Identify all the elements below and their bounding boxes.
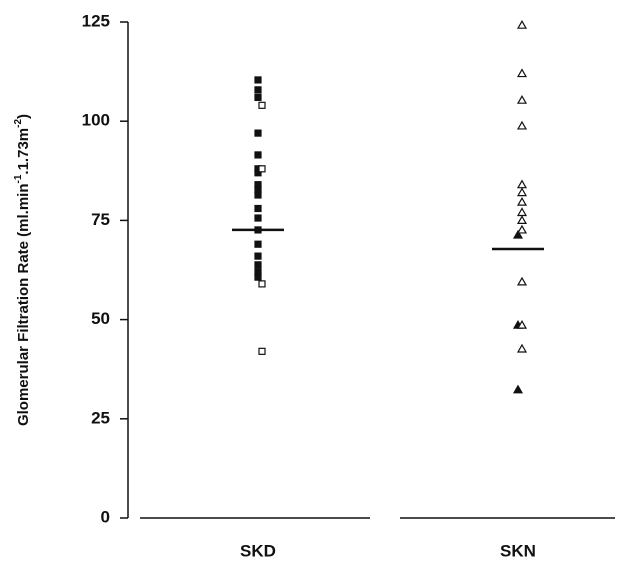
data-point [512, 229, 524, 239]
data-point [516, 19, 528, 29]
data-point [254, 169, 262, 177]
data-point [254, 76, 262, 84]
data-point [516, 196, 528, 206]
y-tick-label: 125 [82, 11, 110, 30]
data-point [516, 179, 528, 189]
data-point [512, 384, 524, 394]
data-point [254, 214, 262, 222]
data-point [258, 101, 266, 109]
data-point [254, 129, 262, 137]
y-label-text: ) [15, 114, 32, 119]
data-point [516, 224, 528, 234]
data-point [516, 207, 528, 217]
data-point [258, 280, 266, 288]
y-tick-label: 100 [82, 111, 110, 130]
data-point [254, 191, 262, 199]
y-label-text: .1.73m [15, 128, 32, 175]
y-label-text: Glomerular Filtration Rate (ml.min [15, 183, 32, 426]
data-point [254, 240, 262, 248]
y-tick-label: 50 [91, 309, 110, 328]
y-tick-label: 25 [91, 408, 110, 427]
data-point [516, 68, 528, 78]
data-point [254, 252, 262, 260]
y-label-superscript: -2 [13, 119, 24, 128]
y-axis-label: Glomerular Filtration Rate (ml.min-1.1.7… [13, 114, 32, 426]
y-tick-label: 75 [91, 210, 110, 229]
x-tick-label: SKD [240, 541, 276, 560]
data-point [258, 165, 266, 173]
data-point [516, 120, 528, 130]
data-point [516, 343, 528, 353]
data-point [516, 319, 528, 329]
data-point [516, 94, 528, 104]
data-point [516, 187, 528, 197]
data-point [254, 86, 262, 94]
data-point [254, 261, 262, 269]
x-tick-label: SKN [500, 541, 536, 560]
data-point [254, 204, 262, 213]
data-point [516, 215, 528, 224]
y-label-superscript: -1 [13, 174, 24, 183]
data-point [254, 151, 262, 159]
data-point [258, 347, 266, 355]
y-tick-label: 0 [101, 507, 110, 526]
data-point [516, 276, 528, 286]
data-point [254, 93, 262, 101]
data-point [254, 273, 262, 281]
